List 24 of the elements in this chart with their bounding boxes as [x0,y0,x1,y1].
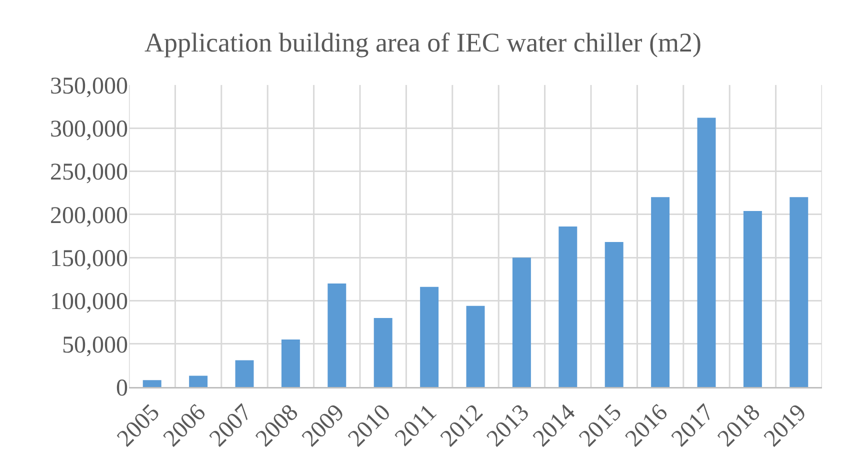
bar [281,340,300,387]
y-tick-label: 350,000 [50,73,128,100]
y-tick-label: 100,000 [50,289,128,316]
bar [142,380,162,387]
bar [466,306,485,387]
y-tick-label: 0 [116,375,128,402]
bar [235,360,254,387]
bar [790,197,808,387]
y-tick-label: 200,000 [50,202,128,229]
bar [697,118,716,387]
bar [743,210,762,387]
bar [512,258,531,387]
bar [420,286,439,387]
bar [189,376,208,387]
bar [558,226,578,387]
bar [604,242,624,387]
chart-title: Application building area of IEC water chiller (m2) [144,27,702,58]
bar [651,197,670,387]
bar [328,283,346,387]
y-tick-label: 150,000 [50,246,128,272]
y-tick-label: 50,000 [62,332,128,358]
y-tick-label: 300,000 [50,116,128,143]
bar [374,318,392,387]
y-tick-label: 250,000 [50,160,128,186]
